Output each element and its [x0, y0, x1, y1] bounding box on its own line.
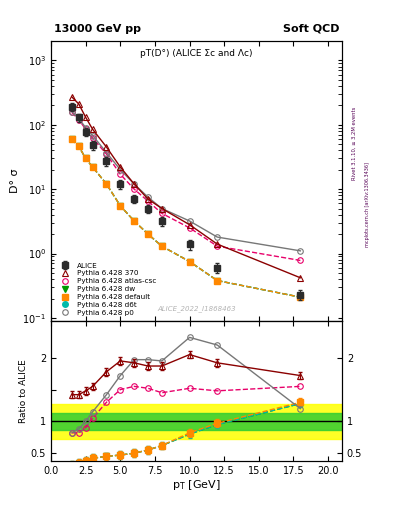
Pythia 6.428 370 — [298, 275, 303, 281]
Pythia 6.428 370 — [215, 241, 220, 247]
Pythia 6.428 default — [104, 181, 109, 187]
Pythia 6.428 dw — [132, 218, 136, 224]
Line: Pythia 6.428 atlas-csc: Pythia 6.428 atlas-csc — [69, 110, 303, 263]
Pythia 6.428 370 — [104, 144, 109, 150]
Pythia 6.428 370 — [187, 222, 192, 228]
Pythia 6.428 370 — [76, 101, 81, 107]
Pythia 6.428 370 — [90, 126, 95, 132]
Line: Pythia 6.428 370: Pythia 6.428 370 — [69, 94, 303, 281]
Pythia 6.428 p0 — [146, 194, 151, 200]
Pythia 6.428 default — [118, 203, 123, 209]
Pythia 6.428 d6t — [118, 203, 123, 209]
Pythia 6.428 atlas-csc — [146, 198, 151, 204]
Pythia 6.428 dw — [187, 259, 192, 265]
Line: Pythia 6.428 d6t: Pythia 6.428 d6t — [69, 136, 303, 300]
Pythia 6.428 p0 — [215, 234, 220, 240]
Pythia 6.428 d6t — [132, 218, 136, 224]
Pythia 6.428 default — [83, 155, 88, 161]
Pythia 6.428 default — [187, 259, 192, 265]
Text: pT(D°) (ALICE Σc and Λc): pT(D°) (ALICE Σc and Λc) — [140, 49, 253, 58]
Pythia 6.428 d6t — [90, 164, 95, 170]
Pythia 6.428 atlas-csc — [90, 135, 95, 141]
Pythia 6.428 p0 — [104, 150, 109, 156]
Pythia 6.428 dw — [104, 181, 109, 187]
Pythia 6.428 dw — [298, 294, 303, 300]
Pythia 6.428 atlas-csc — [118, 171, 123, 177]
X-axis label: $\mathrm{p_T}$ [GeV]: $\mathrm{p_T}$ [GeV] — [172, 478, 221, 493]
Pythia 6.428 d6t — [146, 231, 151, 237]
Pythia 6.428 p0 — [76, 115, 81, 121]
Legend: ALICE, Pythia 6.428 370, Pythia 6.428 atlas-csc, Pythia 6.428 dw, Pythia 6.428 d: ALICE, Pythia 6.428 370, Pythia 6.428 at… — [55, 261, 158, 317]
Pythia 6.428 d6t — [70, 136, 74, 142]
Pythia 6.428 d6t — [160, 243, 164, 249]
Bar — [51, 404, 342, 439]
Pythia 6.428 default — [146, 231, 151, 237]
Pythia 6.428 370 — [83, 114, 88, 120]
Pythia 6.428 370 — [160, 205, 164, 211]
Pythia 6.428 p0 — [90, 133, 95, 139]
Line: Pythia 6.428 default: Pythia 6.428 default — [69, 136, 303, 300]
Pythia 6.428 default — [298, 294, 303, 300]
Pythia 6.428 p0 — [187, 218, 192, 224]
Text: 13000 GeV pp: 13000 GeV pp — [54, 24, 141, 34]
Pythia 6.428 d6t — [298, 294, 303, 300]
Pythia 6.428 default — [76, 143, 81, 150]
Pythia 6.428 dw — [160, 243, 164, 249]
Pythia 6.428 p0 — [83, 124, 88, 131]
Pythia 6.428 default — [160, 243, 164, 249]
Line: Pythia 6.428 p0: Pythia 6.428 p0 — [69, 109, 303, 253]
Bar — [51, 413, 342, 430]
Pythia 6.428 atlas-csc — [83, 126, 88, 132]
Pythia 6.428 p0 — [160, 205, 164, 211]
Pythia 6.428 370 — [146, 196, 151, 202]
Pythia 6.428 dw — [70, 136, 74, 142]
Pythia 6.428 p0 — [298, 248, 303, 254]
Line: Pythia 6.428 dw: Pythia 6.428 dw — [69, 136, 303, 300]
Pythia 6.428 dw — [83, 155, 88, 161]
Pythia 6.428 atlas-csc — [104, 151, 109, 157]
Pythia 6.428 dw — [76, 143, 81, 150]
Pythia 6.428 atlas-csc — [70, 110, 74, 116]
Pythia 6.428 370 — [132, 181, 136, 187]
Pythia 6.428 default — [90, 164, 95, 170]
Pythia 6.428 370 — [70, 94, 74, 100]
Pythia 6.428 atlas-csc — [160, 210, 164, 217]
Text: Soft QCD: Soft QCD — [283, 24, 339, 34]
Pythia 6.428 dw — [146, 231, 151, 237]
Pythia 6.428 atlas-csc — [132, 186, 136, 192]
Text: mcplots.cern.ch [arXiv:1306.3436]: mcplots.cern.ch [arXiv:1306.3436] — [365, 162, 371, 247]
Pythia 6.428 d6t — [104, 181, 109, 187]
Pythia 6.428 d6t — [76, 143, 81, 150]
Y-axis label: D° σ: D° σ — [9, 168, 20, 193]
Pythia 6.428 atlas-csc — [187, 225, 192, 231]
Pythia 6.428 default — [132, 218, 136, 224]
Pythia 6.428 dw — [118, 203, 123, 209]
Pythia 6.428 atlas-csc — [76, 117, 81, 123]
Pythia 6.428 370 — [118, 164, 123, 170]
Pythia 6.428 dw — [90, 164, 95, 170]
Pythia 6.428 d6t — [83, 155, 88, 161]
Pythia 6.428 p0 — [132, 181, 136, 187]
Pythia 6.428 default — [70, 136, 74, 142]
Pythia 6.428 p0 — [118, 167, 123, 173]
Text: Rivet 3.1.10, ≥ 3.2M events: Rivet 3.1.10, ≥ 3.2M events — [352, 106, 357, 180]
Pythia 6.428 atlas-csc — [215, 243, 220, 249]
Pythia 6.428 default — [215, 278, 220, 284]
Pythia 6.428 d6t — [187, 259, 192, 265]
Text: ALICE_2022_I1868463: ALICE_2022_I1868463 — [157, 306, 236, 312]
Pythia 6.428 p0 — [70, 109, 74, 115]
Pythia 6.428 atlas-csc — [298, 258, 303, 264]
Y-axis label: Ratio to ALICE: Ratio to ALICE — [19, 359, 28, 423]
Pythia 6.428 d6t — [215, 278, 220, 284]
Pythia 6.428 dw — [215, 278, 220, 284]
